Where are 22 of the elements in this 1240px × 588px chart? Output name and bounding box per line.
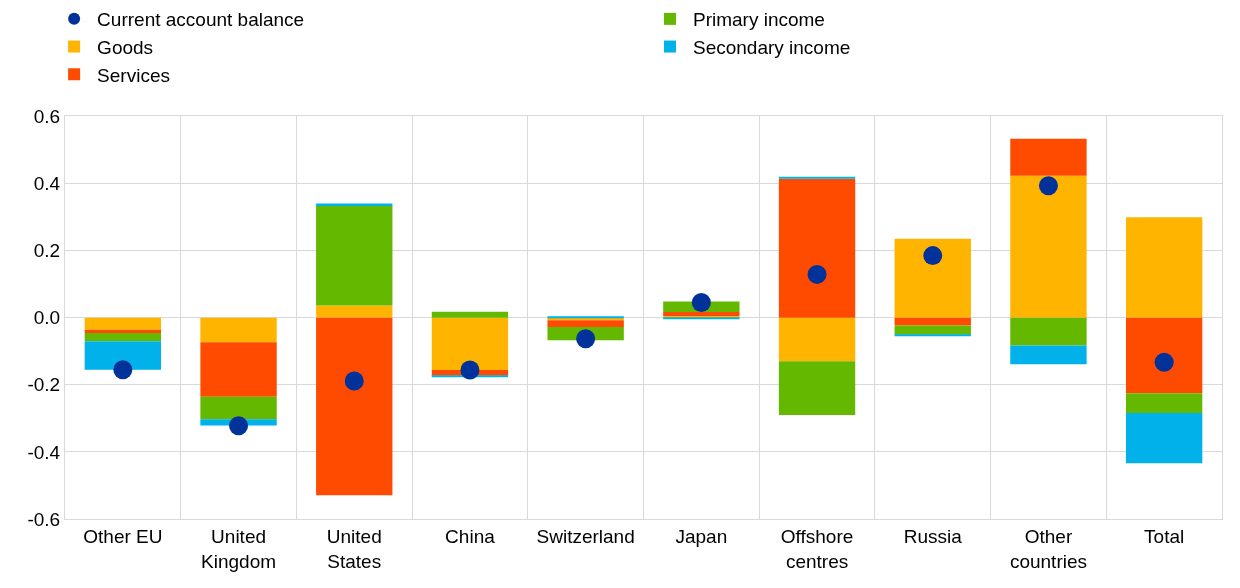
y-tick-label: 0.4 [33, 173, 61, 195]
legend-label: Primary income [692, 9, 825, 31]
y-tick-label: 0.0 [33, 307, 61, 329]
x-tick-label: Total [1144, 525, 1185, 547]
y-tick-label: 0.2 [33, 240, 61, 262]
legend-label: Services [97, 64, 170, 86]
legend-label: Secondary income [692, 36, 851, 58]
y-tick-label: -0.2 [27, 374, 61, 396]
x-tick-label: United States [326, 525, 382, 572]
x-tick-label: United Kingdom [201, 525, 277, 572]
legend-label: Current account balance [97, 9, 305, 31]
x-tick-label: Other countries [1009, 525, 1087, 572]
x-tick-label: China [445, 525, 496, 547]
y-tick-label: -0.4 [27, 441, 61, 463]
legend-label: Goods [97, 36, 154, 58]
x-tick-label: Japan [675, 525, 728, 547]
x-tick-label: Switzerland [536, 525, 635, 547]
y-tick-label: -0.6 [27, 508, 61, 530]
x-tick-label: Offshore centres [780, 525, 854, 572]
y-tick-label: 0.6 [33, 106, 61, 127]
x-tick-label: Russia [903, 525, 963, 547]
x-tick-label: Other EU [83, 525, 163, 547]
